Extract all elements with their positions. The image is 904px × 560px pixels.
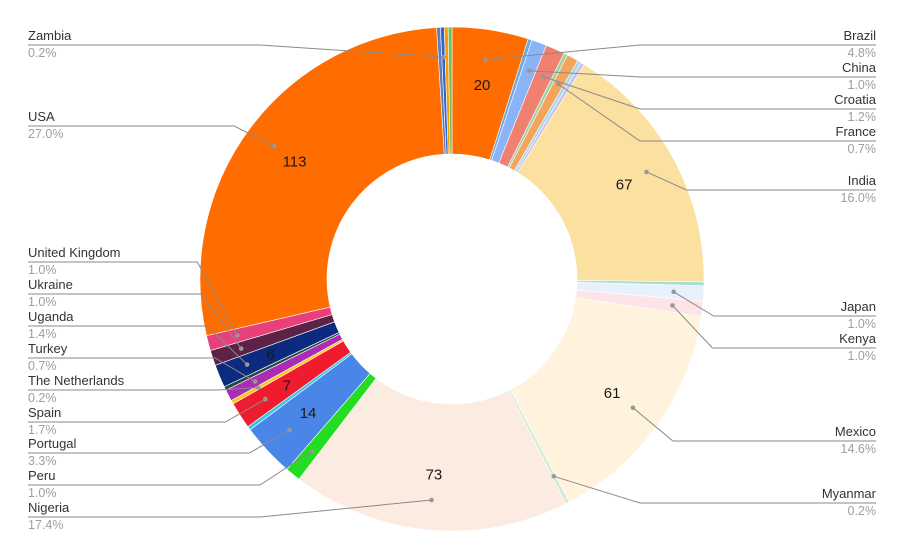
slice-value-uganda: 6 (267, 347, 275, 364)
label-ukraine: Ukraine (28, 277, 73, 292)
label-kenya: Kenya (839, 331, 877, 346)
label-spain: Spain (28, 405, 61, 420)
label-pct-zambia: 0.2% (28, 46, 57, 60)
leader-line-zambia (28, 44, 444, 58)
label-pct-india: 16.0% (841, 191, 876, 205)
label-pct-myanmar: 0.2% (848, 504, 877, 518)
label-nigeria: Nigeria (28, 500, 70, 515)
leader-line-peru (28, 450, 313, 486)
slice-nigeria[interactable] (298, 377, 567, 532)
leader-line-croatia (542, 76, 876, 110)
slice-value-nigeria: 73 (426, 467, 443, 484)
label-pct-mexico: 14.6% (841, 442, 876, 456)
label-pct-united-kingdom: 1.0% (28, 263, 57, 277)
label-china: China (842, 60, 877, 75)
slice-value-usa: 113 (283, 153, 307, 170)
label-pct-peru: 1.0% (28, 486, 57, 500)
leader-dot-the-netherlands (256, 385, 261, 390)
label-pct-ukraine: 1.0% (28, 295, 57, 309)
leader-line-japan (673, 291, 876, 317)
label-uganda: Uganda (28, 309, 74, 324)
value-labels-group: 20 67 61 73 14 76 113 (267, 77, 633, 484)
label-portugal: Portugal (28, 436, 77, 451)
label-pct-usa: 27.0% (28, 127, 63, 141)
leader-line-the-netherlands (28, 387, 259, 391)
label-france: France (836, 124, 876, 139)
label-pct-portugal: 3.3% (28, 454, 57, 468)
label-pct-france: 0.7% (848, 142, 877, 156)
label-pct-nigeria: 17.4% (28, 518, 63, 532)
label-india: India (848, 173, 877, 188)
leader-line-usa (28, 125, 275, 147)
slice-india[interactable] (517, 64, 705, 283)
leader-line-brazil (485, 44, 876, 61)
slice-value-portugal: 14 (300, 405, 317, 422)
label-japan: Japan (841, 299, 876, 314)
label-pct-uganda: 1.4% (28, 327, 57, 341)
label-croatia: Croatia (834, 92, 877, 107)
leader-line-france (558, 83, 876, 142)
slice-value-india: 67 (616, 176, 633, 193)
slice-usa[interactable] (199, 27, 445, 336)
label-mexico: Mexico (835, 424, 876, 439)
label-pct-japan: 1.0% (848, 317, 877, 331)
label-pct-turkey: 0.7% (28, 359, 57, 373)
leader-line-kenya (672, 305, 876, 349)
label-pct-china: 1.0% (848, 78, 877, 92)
slices-group (199, 26, 705, 532)
leader-line-turkey (28, 357, 256, 382)
leader-dot-nigeria (429, 497, 434, 503)
leader-line-mexico (632, 407, 876, 442)
leader-line-india (646, 171, 876, 191)
leader-dot-spain (263, 396, 268, 402)
leader-dot-croatia (540, 74, 546, 79)
label-pct-spain: 1.7% (28, 423, 57, 437)
leader-line-united-kingdom (28, 261, 238, 336)
slice-mexico[interactable] (509, 297, 702, 503)
label-usa: USA (28, 109, 55, 124)
leader-line-uganda (28, 325, 248, 365)
label-peru: Peru (28, 468, 55, 483)
leader-line-china (528, 70, 876, 78)
label-turkey: Turkey (28, 341, 68, 356)
leader-dot-turkey (252, 379, 258, 384)
leader-dot-united-kingdom (235, 333, 240, 338)
leader-line-spain (28, 398, 266, 423)
leader-line-ukraine (28, 293, 242, 349)
slice-value-mexico: 61 (604, 385, 621, 402)
leader-dot-china (526, 68, 532, 74)
label-pct-croatia: 1.2% (848, 110, 877, 124)
side-labels-group: Brazil4.8%China1.0%Croatia1.2%France0.7%… (28, 28, 877, 532)
label-pct-the-netherlands: 0.2% (28, 391, 57, 405)
label-pct-kenya: 1.0% (848, 349, 877, 363)
slice-unlabeled-29[interactable] (447, 26, 453, 155)
slice-value-spain: 7 (283, 377, 291, 394)
leader-line-nigeria (28, 499, 432, 518)
label-the-netherlands: The Netherlands (28, 373, 125, 388)
leaders-group (28, 44, 876, 518)
label-united-kingdom: United Kingdom (28, 245, 121, 260)
leader-dot-usa (271, 143, 277, 149)
label-brazil: Brazil (843, 28, 876, 43)
leader-line-myanmar (553, 475, 876, 504)
leader-line-portugal (28, 429, 290, 454)
label-pct-brazil: 4.8% (848, 46, 877, 60)
slice-value-brazil: 20 (474, 77, 491, 94)
label-zambia: Zambia (28, 28, 72, 43)
label-myanmar: Myanmar (822, 486, 877, 501)
